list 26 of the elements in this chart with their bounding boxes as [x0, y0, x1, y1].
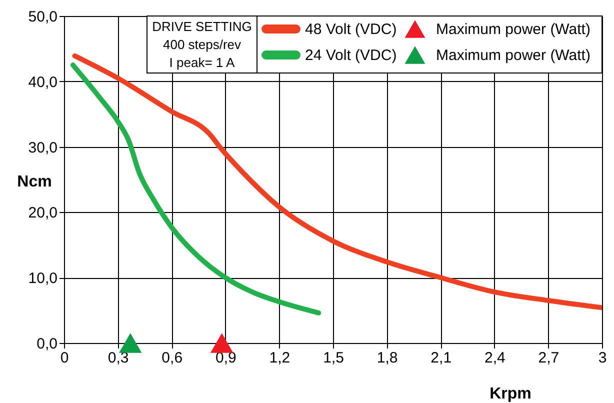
x-tick-label: 2,1: [430, 350, 452, 366]
x-tick-label: 0,6: [162, 350, 183, 366]
x-tick-label: 1,2: [269, 350, 290, 366]
annotation: I peak= 1 A: [169, 55, 236, 70]
x-tick-label: 0,3: [108, 350, 129, 366]
x-tick-label: 0,9: [215, 350, 236, 366]
x-tick-label: 0: [60, 350, 69, 366]
x-tick-label: 2,7: [538, 350, 560, 366]
y-tick-label: 20,0: [28, 204, 58, 222]
annotation: 400 steps/rev: [162, 37, 242, 52]
y-tick-label: 50,0: [28, 8, 58, 26]
legend-label: 24 Volt (VDC): [305, 47, 397, 64]
y-tick-label: 10,0: [28, 270, 58, 288]
x-tick-label: 1,8: [376, 350, 398, 366]
y-tick-label: 30,0: [28, 139, 58, 156]
x-tick-label: 2,4: [484, 350, 506, 366]
x-tick-label: 3: [598, 350, 607, 366]
annotation: DRIVE SETTING: [152, 19, 252, 34]
y-tick-label: 40,0: [28, 74, 58, 91]
legend-label: Maximum power (Watt): [436, 21, 590, 38]
legend-label: Maximum power (Watt): [436, 47, 590, 64]
y-axis-title: Ncm: [17, 174, 52, 190]
x-axis-title: Krpm: [490, 386, 532, 402]
legend-label: 48 Volt (VDC): [305, 21, 397, 38]
x-tick-label: 1,5: [323, 350, 344, 366]
y-tick-label: 0,0: [36, 336, 58, 352]
